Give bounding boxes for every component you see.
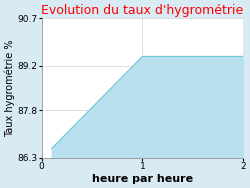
X-axis label: heure par heure: heure par heure: [92, 174, 193, 184]
Title: Evolution du taux d'hygrométrie: Evolution du taux d'hygrométrie: [41, 4, 243, 17]
Y-axis label: Taux hygrométrie %: Taux hygrométrie %: [4, 39, 15, 137]
